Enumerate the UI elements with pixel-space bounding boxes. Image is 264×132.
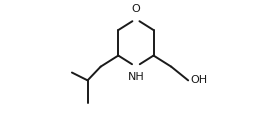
Text: O: O: [131, 4, 140, 14]
Text: NH: NH: [128, 72, 145, 82]
Text: OH: OH: [191, 75, 208, 85]
